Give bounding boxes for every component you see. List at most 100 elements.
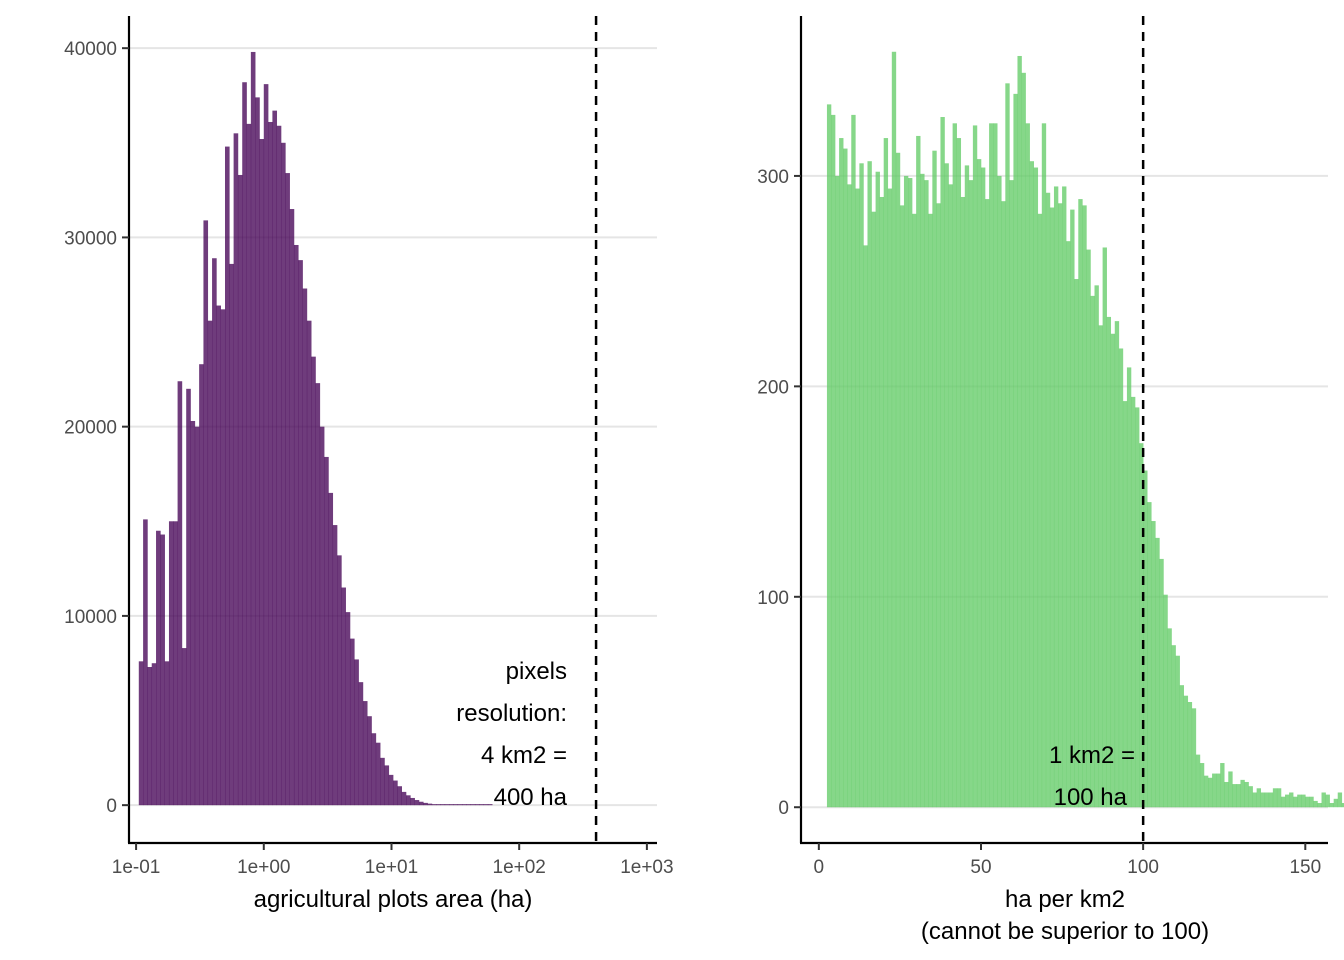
left-annotation-line-4: 400 ha xyxy=(494,784,568,811)
right-bar xyxy=(972,125,978,808)
right-bar xyxy=(908,178,913,808)
right-bar xyxy=(1078,199,1083,808)
right-bar xyxy=(1013,93,1018,808)
left-bar xyxy=(384,765,390,806)
left-bar xyxy=(255,97,260,806)
left-bar xyxy=(332,525,338,806)
left-bar xyxy=(289,209,295,806)
right-bar xyxy=(980,167,986,808)
right-bar xyxy=(936,203,941,808)
right-bar xyxy=(1195,754,1201,808)
right-annotation-line-2: 100 ha xyxy=(1054,784,1128,811)
right-bar xyxy=(1276,788,1282,808)
right-bar xyxy=(1220,763,1225,808)
left-bar xyxy=(199,364,204,806)
right-bar xyxy=(944,163,949,808)
left-x-axis-title: agricultural plots area (ha) xyxy=(254,886,533,913)
right-bar xyxy=(847,184,852,808)
right-bar xyxy=(1049,207,1055,808)
right-x-axis-title-line-2: (cannot be superior to 100) xyxy=(921,918,1209,945)
right-bar xyxy=(968,180,974,808)
right-bar xyxy=(1094,285,1099,808)
left-bar xyxy=(242,82,247,806)
right-x-tick-label: 150 xyxy=(1289,857,1321,878)
right-bar xyxy=(1297,794,1302,808)
right-bar xyxy=(1199,763,1205,808)
right-bar xyxy=(1139,443,1144,808)
left-bar xyxy=(358,682,364,806)
right-bar xyxy=(1029,161,1034,808)
left-bar xyxy=(375,742,381,806)
right-bar xyxy=(1228,771,1233,808)
right-bar xyxy=(1317,803,1322,808)
right-bar xyxy=(1309,796,1314,808)
right-bar xyxy=(1208,777,1213,808)
right-bar xyxy=(1212,773,1217,808)
left-y-tick-label: 0 xyxy=(106,796,117,817)
left-bar xyxy=(341,587,346,806)
right-bar xyxy=(1280,796,1286,808)
right-bar xyxy=(952,123,957,808)
right-bar xyxy=(1260,792,1266,808)
right-bar xyxy=(1009,180,1014,808)
right-bar xyxy=(826,104,832,808)
right-bar xyxy=(1272,788,1278,808)
right-bar xyxy=(1240,779,1245,808)
right-bar xyxy=(1033,167,1039,808)
right-bar xyxy=(997,175,1002,808)
left-bar xyxy=(362,701,368,806)
right-bar xyxy=(1293,796,1298,808)
right-x-axis-title-line-1: ha per km2 xyxy=(1005,886,1125,913)
right-bar xyxy=(851,114,856,808)
right-bar xyxy=(1268,792,1274,808)
left-bar xyxy=(328,492,334,806)
right-bar xyxy=(867,161,872,808)
right-bar xyxy=(1074,279,1079,808)
right-bar xyxy=(932,150,937,808)
left-bar xyxy=(380,757,385,806)
right-bar xyxy=(1070,209,1075,808)
right-bar xyxy=(1329,803,1334,808)
right-bar xyxy=(839,138,844,808)
right-bar xyxy=(859,163,864,808)
right-bar xyxy=(1203,775,1209,808)
right-bar xyxy=(1216,773,1221,808)
left-bar xyxy=(147,667,153,806)
right-bar xyxy=(1037,213,1043,808)
right-bar xyxy=(1001,201,1006,808)
right-bar xyxy=(1341,803,1344,808)
left-bar xyxy=(311,356,316,806)
left-x-tick-label: 1e-01 xyxy=(112,857,161,878)
left-histogram-panel: pixels resolution: 4 km2 = 400 ha 0 10000… xyxy=(64,16,674,913)
right-bar xyxy=(1187,702,1193,808)
left-bar xyxy=(259,139,265,806)
right-bar xyxy=(1163,594,1168,808)
right-bar xyxy=(912,213,917,808)
right-bar xyxy=(835,175,840,808)
right-bar xyxy=(985,199,990,808)
left-bar xyxy=(406,795,411,806)
right-bar xyxy=(1053,186,1059,808)
right-bar xyxy=(895,152,901,808)
right-bar xyxy=(891,51,897,808)
right-y-tick-label: 100 xyxy=(757,588,789,609)
left-x-tick-label: 1e+03 xyxy=(620,857,673,878)
left-bar xyxy=(250,51,256,806)
right-bar xyxy=(1025,123,1030,808)
right-y-tick-label: 0 xyxy=(778,798,789,819)
right-bar xyxy=(1147,502,1152,808)
left-bar xyxy=(427,803,433,806)
left-bar xyxy=(181,648,187,806)
left-bar xyxy=(268,121,273,806)
left-bar xyxy=(306,320,312,806)
left-bar xyxy=(466,804,471,806)
left-y-tick-label: 10000 xyxy=(64,607,117,628)
left-bar xyxy=(168,521,174,806)
left-bar xyxy=(233,133,239,806)
left-bar xyxy=(203,220,209,806)
left-bar xyxy=(285,173,290,806)
right-x-tick-label: 0 xyxy=(814,857,825,878)
right-bar xyxy=(924,180,929,808)
left-bar xyxy=(319,426,325,806)
right-bar xyxy=(1066,241,1071,808)
